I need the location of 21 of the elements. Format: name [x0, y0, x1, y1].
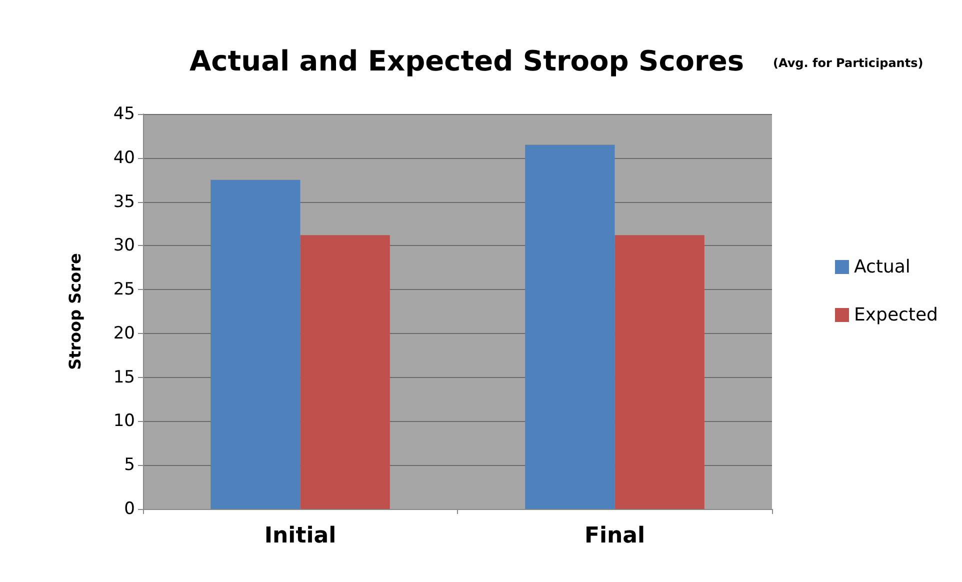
y-tick-label: 45: [113, 104, 135, 124]
y-axis-title: Stroop Score: [66, 252, 84, 370]
y-tick-label: 10: [113, 411, 135, 432]
y-tick-label: 35: [113, 192, 135, 212]
x-tick-label: Initial: [264, 524, 336, 548]
bar: [300, 235, 390, 509]
y-tick-label: 0: [124, 499, 135, 519]
bar: [614, 235, 704, 509]
legend-label: Expected: [854, 304, 938, 326]
y-tick-label: 15: [113, 367, 135, 388]
bar: [525, 144, 615, 509]
y-tick-label: 40: [113, 148, 135, 168]
y-tick-label: 20: [113, 323, 135, 344]
bar: [210, 180, 300, 509]
y-tick-label: 5: [124, 455, 135, 476]
legend-label: Actual: [854, 256, 910, 278]
x-tick-label: Final: [584, 524, 646, 548]
y-tick-label: 30: [113, 236, 135, 256]
y-tick-label: 25: [113, 280, 135, 300]
text: (Avg. for Participants): [773, 56, 924, 70]
chart-title: Actual and Expected Stroop Scores: [189, 44, 744, 78]
